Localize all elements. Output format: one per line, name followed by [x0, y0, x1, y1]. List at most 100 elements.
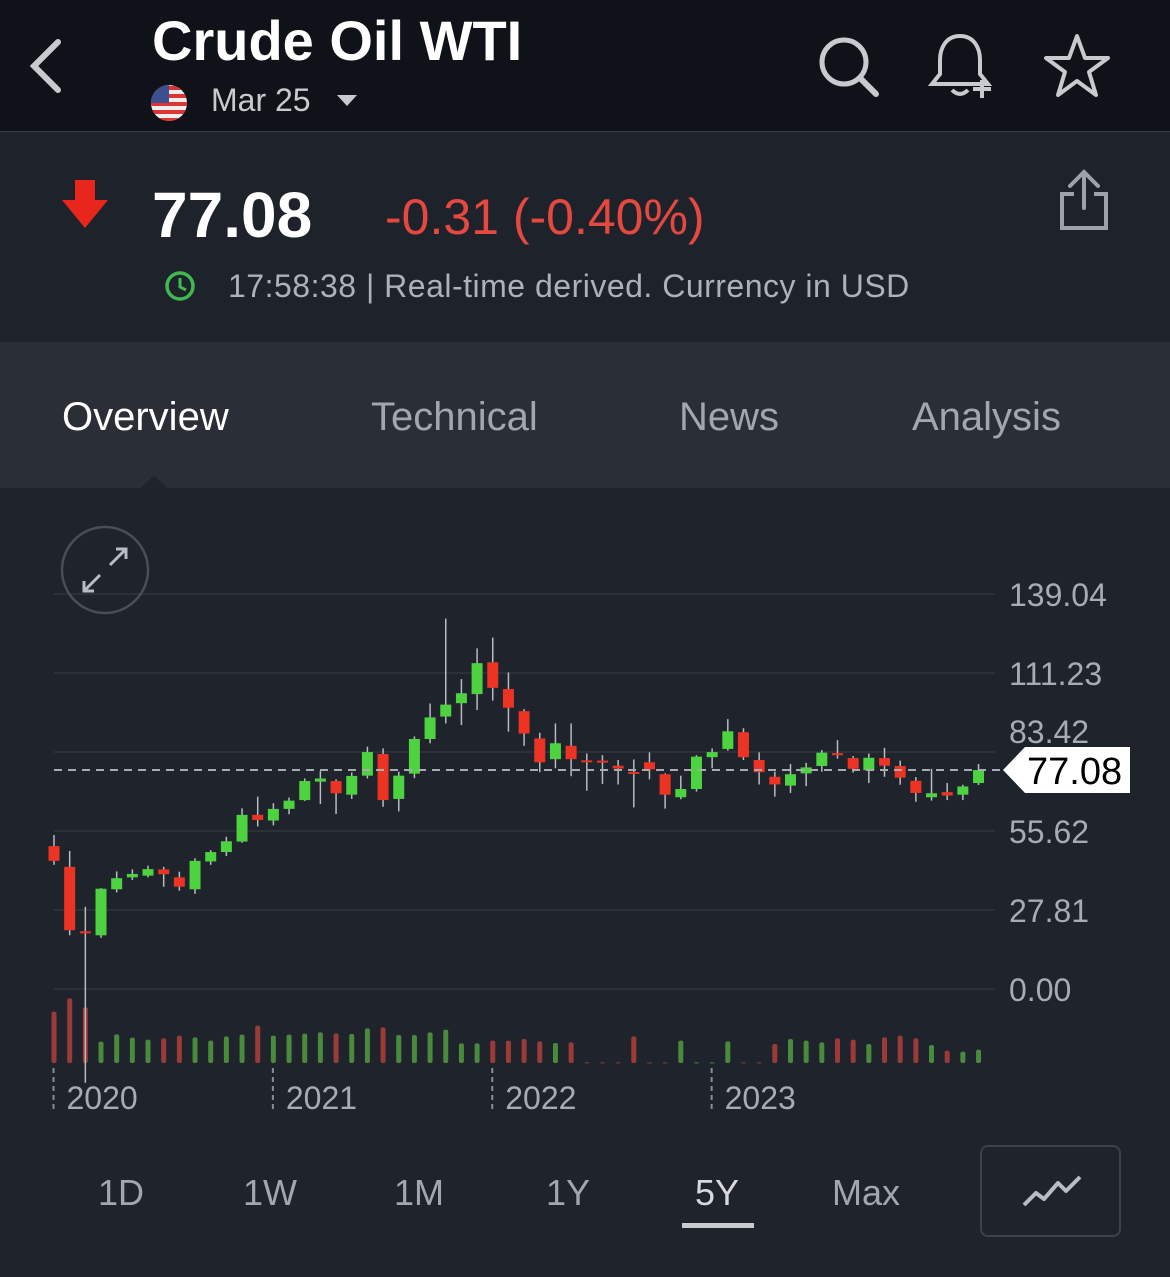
timeframe-1d[interactable]: 1D — [97, 1172, 145, 1213]
volume-bar — [599, 1062, 605, 1064]
candle-body — [64, 866, 76, 931]
volume-bar — [646, 1062, 652, 1064]
y-tick-label: 111.23 — [1009, 656, 1102, 692]
page-title: Crude Oil WTI — [152, 9, 523, 72]
candle-body — [314, 778, 326, 782]
tab-news[interactable]: News — [679, 395, 780, 439]
candle-body — [408, 739, 420, 774]
volume-bar — [396, 1035, 402, 1063]
active-timeframe-underline — [682, 1223, 754, 1228]
volume-bar — [693, 1062, 699, 1064]
volume-bar — [286, 1034, 292, 1063]
candle-body — [816, 752, 828, 766]
volume-bar — [756, 1062, 762, 1064]
tab-technical[interactable]: Technical — [371, 395, 538, 439]
volume-bar — [552, 1043, 558, 1063]
volume-bar — [67, 998, 73, 1063]
candle-body — [879, 758, 891, 766]
candle-body — [471, 663, 483, 695]
volume-bar — [51, 1011, 57, 1063]
caret-down-icon[interactable] — [336, 94, 358, 108]
candle-body — [95, 888, 107, 936]
volume-bar — [662, 1062, 668, 1064]
candle-body — [581, 760, 593, 763]
arrow-down-icon — [62, 180, 108, 228]
candle-body — [643, 762, 655, 770]
candle-body — [220, 841, 232, 853]
expand-icon[interactable] — [60, 525, 150, 615]
candle-body — [753, 760, 765, 773]
timeframe-1w[interactable]: 1W — [243, 1172, 297, 1213]
volume-bar — [145, 1039, 151, 1063]
candle-body — [628, 771, 640, 774]
candle-body — [784, 774, 796, 786]
price-chart[interactable]: 2020 2021 2022 2023 139.04 111.23 83.42 55.62 2… — [0, 487, 1170, 1137]
timeframe-1y[interactable]: 1Y — [545, 1172, 591, 1213]
volume-bar — [411, 1035, 417, 1063]
candle-body — [675, 789, 687, 798]
volume-bar — [474, 1043, 480, 1063]
candle-body — [440, 704, 452, 717]
search-icon[interactable] — [816, 34, 882, 100]
bell-plus-icon[interactable] — [926, 32, 998, 100]
volume-bar — [302, 1033, 308, 1063]
candle-body — [910, 780, 922, 793]
candle-body — [111, 878, 123, 890]
candle-body — [48, 846, 60, 861]
chart-type-button[interactable] — [980, 1145, 1121, 1237]
y-tick-label: 0.00 — [1009, 972, 1071, 1008]
candle-body — [800, 767, 812, 774]
volume-bar — [239, 1034, 245, 1063]
timeframe-max[interactable]: Max — [831, 1172, 901, 1213]
candle-body — [596, 760, 608, 763]
volume-bar — [740, 1062, 746, 1064]
volume-bar — [114, 1034, 120, 1063]
grid-lines — [54, 593, 995, 990]
contract-selector[interactable]: Mar 25 — [211, 82, 311, 118]
candle-body — [549, 743, 561, 760]
x-tick-label: 2022 — [505, 1080, 576, 1116]
chevron-left-icon[interactable] — [26, 38, 66, 94]
candle-body — [393, 775, 405, 799]
share-icon[interactable] — [1058, 168, 1110, 232]
candle-body — [518, 711, 530, 734]
candle-body — [502, 689, 514, 708]
candle-body — [706, 752, 718, 758]
price-change: -0.31 (-0.40%) — [385, 189, 705, 245]
volume-bar — [803, 1040, 809, 1063]
volume-bar — [944, 1050, 950, 1063]
candle-body — [847, 758, 859, 769]
volume-bar — [615, 1062, 621, 1064]
active-tab-pointer — [140, 476, 168, 488]
candle-body — [142, 869, 154, 876]
line-chart-icon — [1022, 1175, 1082, 1207]
volume-bar — [835, 1038, 840, 1063]
timeframe-1m[interactable]: 1M — [393, 1172, 445, 1213]
candle-body — [659, 774, 671, 795]
volume-bar — [584, 1062, 590, 1064]
candle-body — [330, 781, 342, 794]
tab-analysis[interactable]: Analysis — [912, 395, 1061, 439]
current-price-marker: 77.08 — [54, 747, 1130, 794]
volume-bar — [568, 1042, 574, 1063]
candle-body — [299, 781, 311, 801]
volume-bar — [882, 1037, 888, 1063]
timeframe-5y[interactable]: 5Y — [694, 1172, 740, 1213]
tab-overview[interactable]: Overview — [62, 395, 229, 439]
volume-bar — [161, 1038, 167, 1063]
volume-bar — [427, 1032, 433, 1063]
volume-bar — [505, 1040, 511, 1063]
x-tick-label: 2023 — [725, 1080, 796, 1116]
current-price-tag — [1003, 747, 1130, 794]
quote-section — [0, 133, 1170, 341]
candle-body — [534, 738, 546, 763]
candle-body — [487, 662, 499, 688]
header — [0, 0, 1170, 132]
candle-body — [361, 752, 373, 776]
star-icon[interactable] — [1042, 32, 1112, 100]
candle-body — [612, 765, 624, 769]
volume-bar — [866, 1044, 872, 1063]
candle-body — [973, 770, 985, 784]
volume-bar — [490, 1040, 496, 1063]
candle-body — [690, 756, 702, 789]
